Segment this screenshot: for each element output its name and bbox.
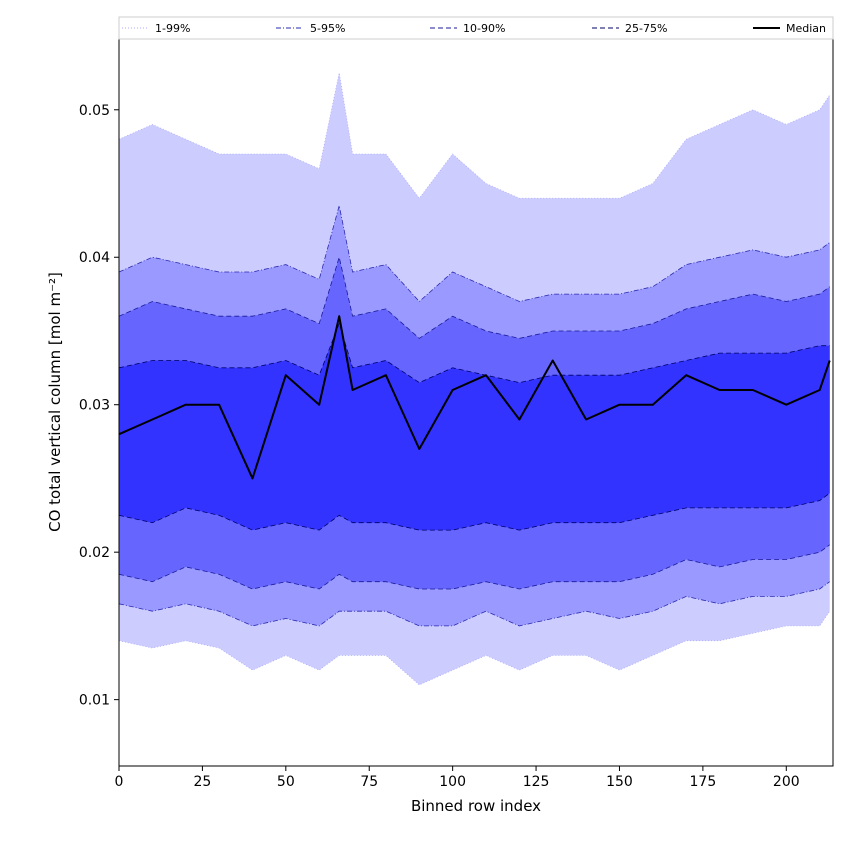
y-tick-label: 0.01 bbox=[79, 693, 110, 709]
legend-label-Median: Median bbox=[786, 22, 826, 35]
legend-label-25-75%: 25-75% bbox=[625, 22, 667, 35]
x-tick-label: 75 bbox=[360, 774, 378, 790]
y-tick-label: 0.02 bbox=[79, 545, 110, 561]
band-1-99%-upper-line bbox=[118, 72, 831, 199]
band-25-75%-upper-line bbox=[118, 322, 830, 384]
band-10-90%-upper-line bbox=[118, 255, 830, 339]
x-tick-label: 175 bbox=[690, 774, 717, 790]
legend-label-5-95%: 5-95% bbox=[310, 22, 345, 35]
x-tick-label: 50 bbox=[277, 774, 295, 790]
legend-label-1-99%: 1-99% bbox=[155, 22, 190, 35]
x-tick-label: 150 bbox=[606, 774, 633, 790]
x-tick-label: 125 bbox=[523, 774, 550, 790]
percentile-bands bbox=[119, 72, 830, 685]
band-25-75%-lower-line bbox=[118, 492, 830, 531]
y-axis-label: CO total vertical column [mol m⁻²] bbox=[46, 272, 64, 532]
percentile-band-edges bbox=[118, 72, 831, 686]
x-axis: 0 25 50 75 100 125 150 175 200 bbox=[115, 766, 800, 790]
y-axis: 0.01 0.02 0.03 0.04 0.05 bbox=[79, 103, 119, 709]
median-series bbox=[118, 315, 831, 480]
y-tick-label: 0.05 bbox=[79, 103, 110, 119]
band-5-95%-upper-line bbox=[118, 205, 830, 303]
x-tick-label: 200 bbox=[773, 774, 800, 790]
band-25-75% bbox=[119, 323, 830, 531]
x-tick-label: 25 bbox=[193, 774, 211, 790]
band-5-95%-lower-line bbox=[118, 581, 830, 627]
legend: 1-99% 5-95% 10-90% 25-75% Median bbox=[118, 16, 834, 40]
x-tick-label: 100 bbox=[439, 774, 466, 790]
x-tick-label: 0 bbox=[115, 774, 124, 790]
legend-box bbox=[118, 16, 834, 40]
median-line bbox=[118, 315, 831, 480]
legend-label-10-90%: 10-90% bbox=[463, 22, 505, 35]
x-axis-label: Binned row index bbox=[411, 797, 541, 815]
y-tick-label: 0.04 bbox=[79, 250, 110, 266]
y-tick-label: 0.03 bbox=[79, 398, 110, 414]
band-1-99%-lower-line bbox=[118, 610, 831, 686]
